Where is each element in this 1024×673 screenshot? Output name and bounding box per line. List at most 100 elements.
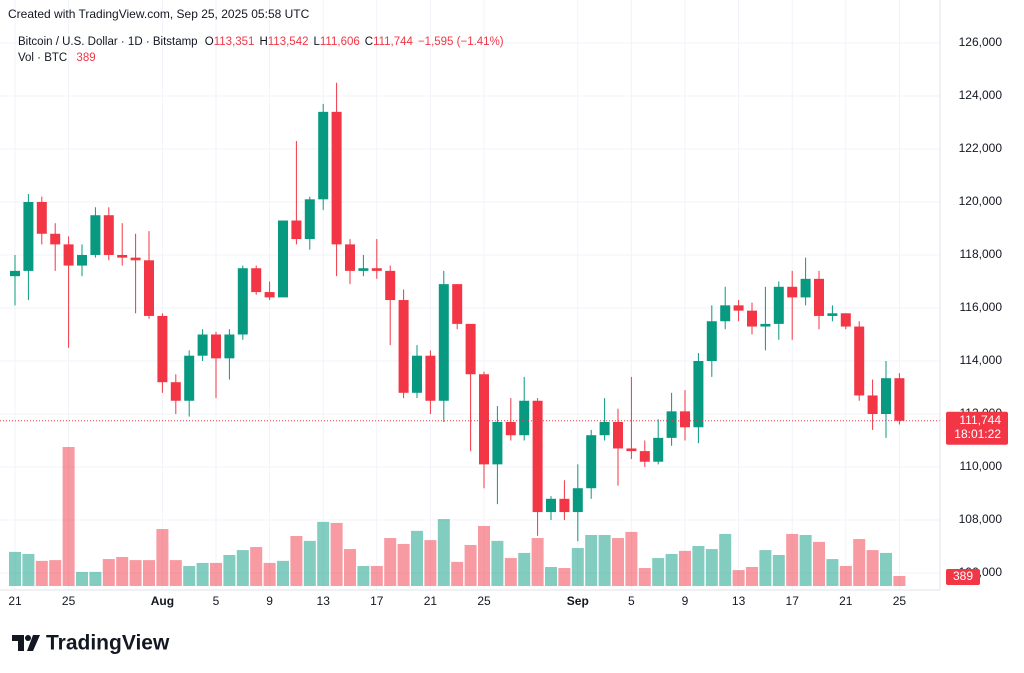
volume-bar bbox=[786, 533, 799, 586]
candle-body bbox=[425, 355, 436, 401]
x-tick-label: 13 bbox=[317, 594, 331, 608]
volume-bar bbox=[384, 538, 397, 586]
candle-body bbox=[438, 284, 449, 401]
volume-bar bbox=[759, 550, 772, 586]
candle-body bbox=[492, 421, 503, 465]
x-tick-label: 21 bbox=[839, 594, 853, 608]
candle-body bbox=[747, 310, 757, 327]
candle-body bbox=[50, 233, 61, 245]
volume-pane bbox=[9, 447, 906, 586]
logo-slash bbox=[27, 635, 40, 651]
volume-axis-label: 389 bbox=[953, 569, 973, 583]
volume-bar bbox=[612, 538, 624, 586]
candle-body bbox=[144, 260, 154, 316]
volume-bar bbox=[866, 550, 879, 586]
volume-bar bbox=[89, 571, 102, 586]
candle-body bbox=[613, 421, 623, 449]
candle-body bbox=[693, 360, 704, 428]
symbol-title: Bitcoin / U.S. Dollar · 1D · Bitstamp bbox=[18, 36, 198, 48]
volume-bar bbox=[250, 547, 263, 586]
volume-bar bbox=[772, 554, 785, 586]
volume-bar bbox=[210, 562, 222, 586]
volume-bar bbox=[437, 519, 450, 586]
candle-body bbox=[653, 437, 664, 462]
symbol-legend: Bitcoin / U.S. Dollar · 1D · Bitstamp O1… bbox=[18, 36, 504, 48]
candle-body bbox=[452, 284, 463, 324]
volume-bar bbox=[411, 530, 423, 586]
candle-body bbox=[318, 111, 329, 200]
candle-body bbox=[532, 400, 543, 513]
volume-bar bbox=[571, 548, 584, 586]
volume-bar bbox=[893, 576, 906, 586]
candle-body bbox=[760, 323, 771, 327]
candle-pane bbox=[0, 82, 940, 542]
candle-body bbox=[840, 313, 851, 327]
volume-bar bbox=[196, 562, 209, 586]
last-price-label: 111,744 bbox=[959, 413, 1001, 427]
candle-body bbox=[626, 448, 637, 452]
logo: TradingView bbox=[12, 632, 170, 655]
y-tick-label: 126,000 bbox=[959, 35, 1003, 49]
volume-bar bbox=[169, 560, 182, 586]
volume-bar bbox=[76, 571, 88, 586]
change: −1,595 (−1.41%) bbox=[418, 36, 504, 48]
candle-body bbox=[519, 400, 530, 436]
candle-body bbox=[251, 268, 262, 293]
candle-body bbox=[103, 215, 114, 255]
candle-body bbox=[720, 305, 731, 322]
volume-bar bbox=[22, 553, 35, 586]
volume-bar bbox=[719, 533, 732, 586]
x-tick-label: 25 bbox=[62, 594, 76, 608]
volume-bar bbox=[585, 534, 598, 586]
candle-body bbox=[10, 270, 20, 277]
candle-body bbox=[130, 257, 141, 261]
candle-body bbox=[800, 278, 811, 298]
volume-bar bbox=[317, 521, 330, 586]
ohlc-key: H bbox=[259, 36, 267, 48]
candle-body bbox=[546, 498, 556, 513]
candle-body bbox=[90, 215, 101, 255]
candle-body bbox=[867, 395, 878, 415]
candle-body bbox=[894, 378, 905, 421]
volume-bar bbox=[705, 549, 718, 586]
volume-bar bbox=[397, 543, 410, 586]
y-tick-label: 108,000 bbox=[959, 512, 1003, 526]
candle-body bbox=[184, 355, 195, 401]
x-tick-label: 13 bbox=[732, 594, 746, 608]
volume-bar bbox=[598, 534, 611, 586]
volume-legend: Vol · BTC 389 bbox=[18, 52, 96, 64]
y-tick-label: 114,000 bbox=[960, 353, 1003, 367]
y-tick-label: 116,000 bbox=[960, 300, 1003, 314]
x-tick-label: 21 bbox=[8, 594, 22, 608]
watermark: Created with TradingView.com, Sep 25, 20… bbox=[8, 7, 310, 21]
candle-body bbox=[224, 334, 235, 359]
volume-bar bbox=[424, 540, 437, 586]
volume-bar bbox=[732, 570, 745, 586]
candle-body bbox=[398, 300, 409, 393]
axes: 106,000108,000110,000112,000114,000116,0… bbox=[8, 35, 1008, 608]
volume-bar bbox=[491, 540, 504, 586]
x-tick-label: 21 bbox=[424, 594, 438, 608]
candle-body bbox=[479, 374, 489, 465]
volume-bar bbox=[813, 541, 825, 586]
y-tick-label: 110,000 bbox=[960, 459, 1003, 473]
candle-body bbox=[385, 270, 396, 301]
candle-body bbox=[197, 334, 208, 356]
countdown: 18:01:22 bbox=[954, 427, 1001, 441]
volume-bar bbox=[344, 549, 356, 586]
volume-bar bbox=[464, 544, 477, 586]
x-tick-label: 5 bbox=[213, 594, 220, 608]
volume-bar bbox=[370, 565, 383, 586]
candle-body bbox=[706, 321, 717, 361]
candle-body bbox=[639, 451, 650, 462]
volume-bar bbox=[679, 550, 691, 586]
candle-body bbox=[77, 254, 87, 266]
last-price-box bbox=[946, 411, 1008, 445]
volume-value: 389 bbox=[76, 52, 95, 64]
candle-body bbox=[264, 292, 275, 298]
volume-bar bbox=[143, 560, 155, 586]
ohlc-value: 111,606 bbox=[320, 36, 360, 48]
volume-bar bbox=[625, 531, 638, 586]
volume-bar bbox=[531, 538, 544, 586]
